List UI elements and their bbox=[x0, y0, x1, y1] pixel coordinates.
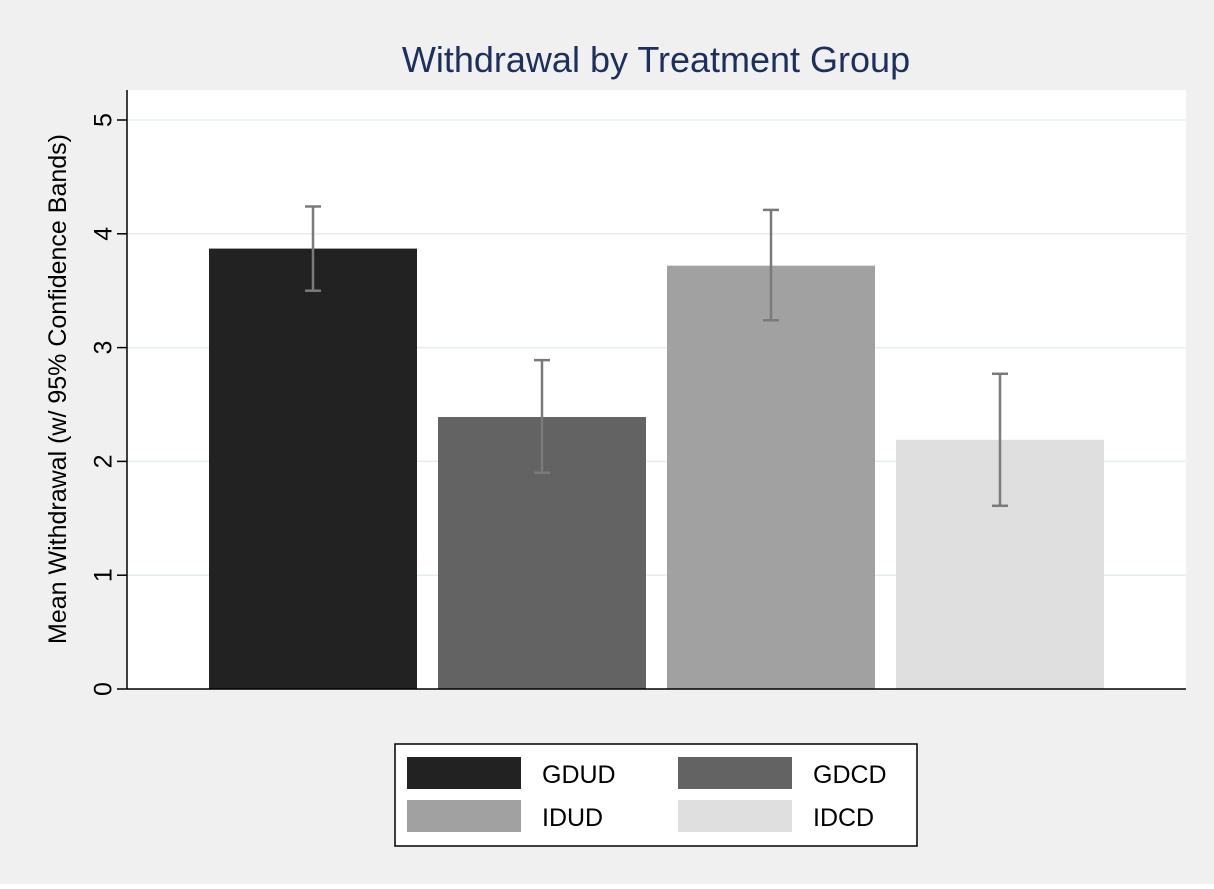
error-bar-gdcd bbox=[534, 358, 550, 475]
y-tick-label: 1 bbox=[90, 568, 118, 582]
legend-item-idcd: IDCD bbox=[678, 800, 874, 832]
legend-item-gdcd: GDCD bbox=[678, 757, 887, 789]
legend-label: GDCD bbox=[813, 761, 887, 789]
bar-gdud bbox=[209, 248, 417, 689]
legend-swatch bbox=[678, 800, 792, 832]
bar-idud bbox=[667, 265, 875, 689]
chart-title: Withdrawal by Treatment Group bbox=[402, 39, 910, 80]
y-tick-label: 4 bbox=[90, 227, 118, 241]
y-tick-label: 3 bbox=[90, 341, 118, 355]
error-bar-idcd bbox=[992, 372, 1008, 508]
legend: GDUD GDCD IDUD IDCD bbox=[394, 743, 918, 847]
y-axis: 0 1 2 3 4 5 bbox=[90, 90, 1186, 696]
legend-label: IDUD bbox=[542, 804, 603, 832]
legend-swatch bbox=[678, 757, 792, 789]
legend-item-idud: IDUD bbox=[407, 800, 603, 832]
y-tick-label: 0 bbox=[90, 682, 118, 696]
error-bar-idud bbox=[763, 208, 779, 322]
bars bbox=[209, 248, 1104, 689]
error-bars bbox=[305, 205, 1008, 508]
legend-item-gdud: GDUD bbox=[407, 757, 616, 789]
error-bar-gdud bbox=[305, 205, 321, 292]
y-tick-label: 2 bbox=[90, 454, 118, 468]
legend-label: GDUD bbox=[542, 761, 616, 789]
y-tick-label: 5 bbox=[90, 113, 118, 127]
legend-label: IDCD bbox=[813, 804, 874, 832]
legend-swatch bbox=[407, 800, 521, 832]
legend-swatch bbox=[407, 757, 521, 789]
y-axis-label: Mean Withdrawal (w/ 95% Confidence Bands… bbox=[44, 134, 72, 644]
